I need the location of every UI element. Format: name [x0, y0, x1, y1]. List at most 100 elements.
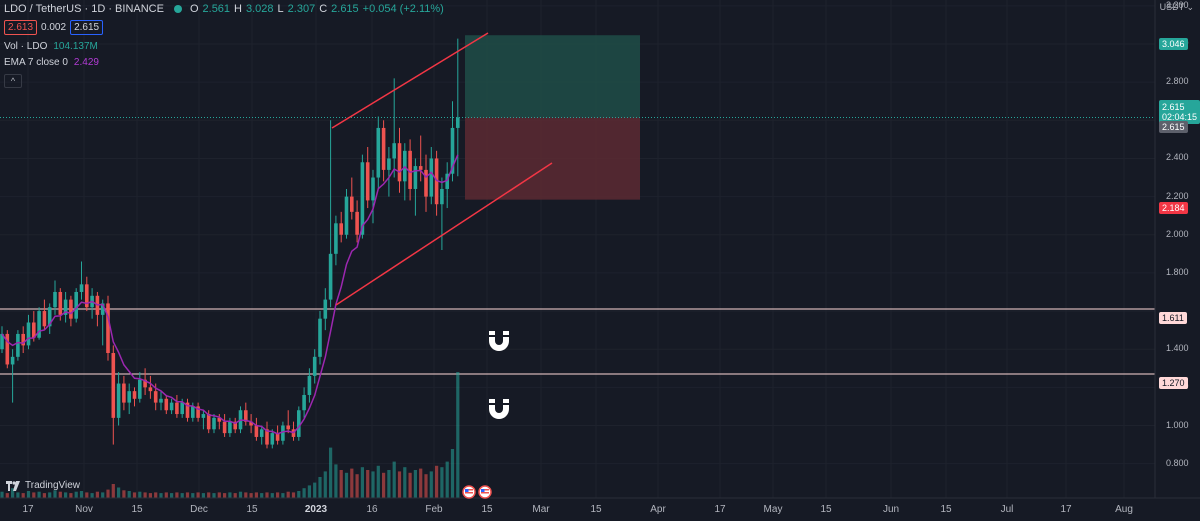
candle-body — [138, 379, 142, 399]
magnet-icon[interactable] — [485, 327, 513, 355]
time-tick: 15 — [940, 504, 952, 515]
volume-bar — [371, 471, 375, 498]
volume-bar — [302, 488, 306, 498]
ema-indicator-value: 2.429 — [73, 57, 99, 68]
candle-body — [429, 158, 434, 197]
high-label: H — [234, 3, 242, 15]
candle-body — [185, 402, 190, 418]
sell-button[interactable]: 2.613 — [4, 20, 38, 35]
volume-bar — [249, 493, 253, 498]
low-value: 2.307 — [287, 3, 316, 15]
volume-indicator-value: 104.137M — [53, 41, 98, 52]
candle-body — [418, 166, 423, 170]
volume-bar — [138, 491, 142, 498]
market-status-icon — [173, 5, 182, 13]
current-price-value: 2.615 — [1162, 102, 1185, 112]
volume-bar — [148, 493, 152, 498]
candle-body — [371, 177, 375, 201]
time-tick: 15 — [481, 504, 493, 515]
close-label: C — [319, 3, 328, 15]
flag-us-icon[interactable] — [462, 485, 476, 499]
volume-bar — [424, 474, 428, 498]
candle-body — [132, 391, 137, 399]
volume-bar — [403, 467, 407, 498]
volume-bar — [265, 492, 269, 498]
candle-body — [297, 410, 301, 437]
candle-body — [196, 406, 200, 418]
candle-body — [42, 311, 47, 327]
magnet-icon[interactable] — [485, 395, 513, 423]
volume-bar — [127, 491, 131, 498]
ema-indicator-label: EMA 7 close 0 — [4, 57, 68, 68]
time-tick: Feb — [425, 504, 443, 515]
time-tick: Aug — [1115, 504, 1133, 515]
volume-bar — [238, 491, 243, 498]
buy-button[interactable]: 2.615 — [70, 20, 104, 35]
volume-layer — [0, 372, 460, 498]
open-label: O — [189, 3, 199, 15]
ema-line — [1, 154, 459, 435]
volume-bar — [366, 470, 370, 498]
volume-bar — [191, 493, 195, 498]
change-value: +0.054 (+2.11%) — [362, 3, 444, 15]
volume-bar — [217, 492, 221, 498]
candle-countdown: 02:04:15 — [1162, 112, 1198, 122]
collapse-legend-button[interactable]: ^ — [4, 74, 22, 88]
volume-bar — [185, 492, 190, 498]
candle-body — [47, 307, 52, 327]
candle-body — [69, 299, 73, 319]
candle-body — [37, 311, 41, 338]
candle-body — [281, 425, 285, 441]
volume-bar — [329, 447, 333, 498]
entry-price-label: 2.615 — [1159, 121, 1188, 133]
volume-indicator-label: Vol · LDO — [4, 41, 48, 52]
price-tick: 1.400 — [1166, 343, 1189, 354]
volume-bar — [180, 493, 184, 498]
candle-body — [376, 127, 381, 178]
candle-body — [164, 398, 169, 411]
volume-bar — [450, 449, 455, 498]
volume-bar — [132, 492, 137, 498]
tradingview-logo[interactable]: TradingView — [6, 480, 80, 491]
candle-body — [265, 429, 269, 445]
volume-bar — [32, 492, 36, 498]
candle-body — [0, 333, 4, 350]
candle-body — [191, 406, 195, 418]
time-tick: Apr — [650, 504, 666, 515]
time-tick: Nov — [75, 504, 93, 515]
volume-bar — [11, 488, 15, 498]
volume-bar — [69, 493, 73, 498]
flag-us-icon[interactable] — [478, 485, 492, 499]
volume-bar — [106, 489, 110, 498]
currency-selector[interactable]: USDT ⌄ — [1159, 2, 1194, 12]
ema-indicator-legend[interactable]: EMA 7 close 0 2.429 — [4, 57, 99, 68]
candle-body — [85, 284, 89, 308]
target-price-label: 3.046 — [1159, 38, 1188, 50]
volume-bar — [85, 492, 89, 498]
currency-label: USDT — [1159, 2, 1184, 12]
candle-body — [79, 284, 84, 292]
volume-bar — [159, 493, 163, 498]
candle-body — [233, 421, 237, 430]
volume-bar — [276, 492, 280, 498]
candle-body — [312, 356, 317, 376]
volume-bar — [376, 465, 380, 498]
volume-bar — [212, 493, 216, 498]
volume-bar — [318, 477, 322, 498]
candle-body — [413, 166, 418, 189]
candle-body — [450, 127, 455, 174]
tradingview-logo-icon — [6, 480, 20, 491]
candle-body — [228, 421, 232, 434]
bid-ask-row: 2.613 0.002 2.615 — [4, 20, 104, 35]
candle-body — [206, 414, 211, 430]
price-tick: 3.200 — [1166, 0, 1189, 10]
volume-bar — [90, 493, 94, 498]
volume-bar — [244, 492, 248, 498]
volume-indicator-legend[interactable]: Vol · LDO 104.137M — [4, 41, 98, 52]
candle-body — [249, 421, 253, 426]
symbol-title[interactable]: LDO / TetherUS · 1D · BINANCE — [4, 3, 164, 15]
candle-body — [286, 425, 290, 430]
volume-bar — [101, 492, 105, 498]
candle-body — [201, 414, 206, 418]
